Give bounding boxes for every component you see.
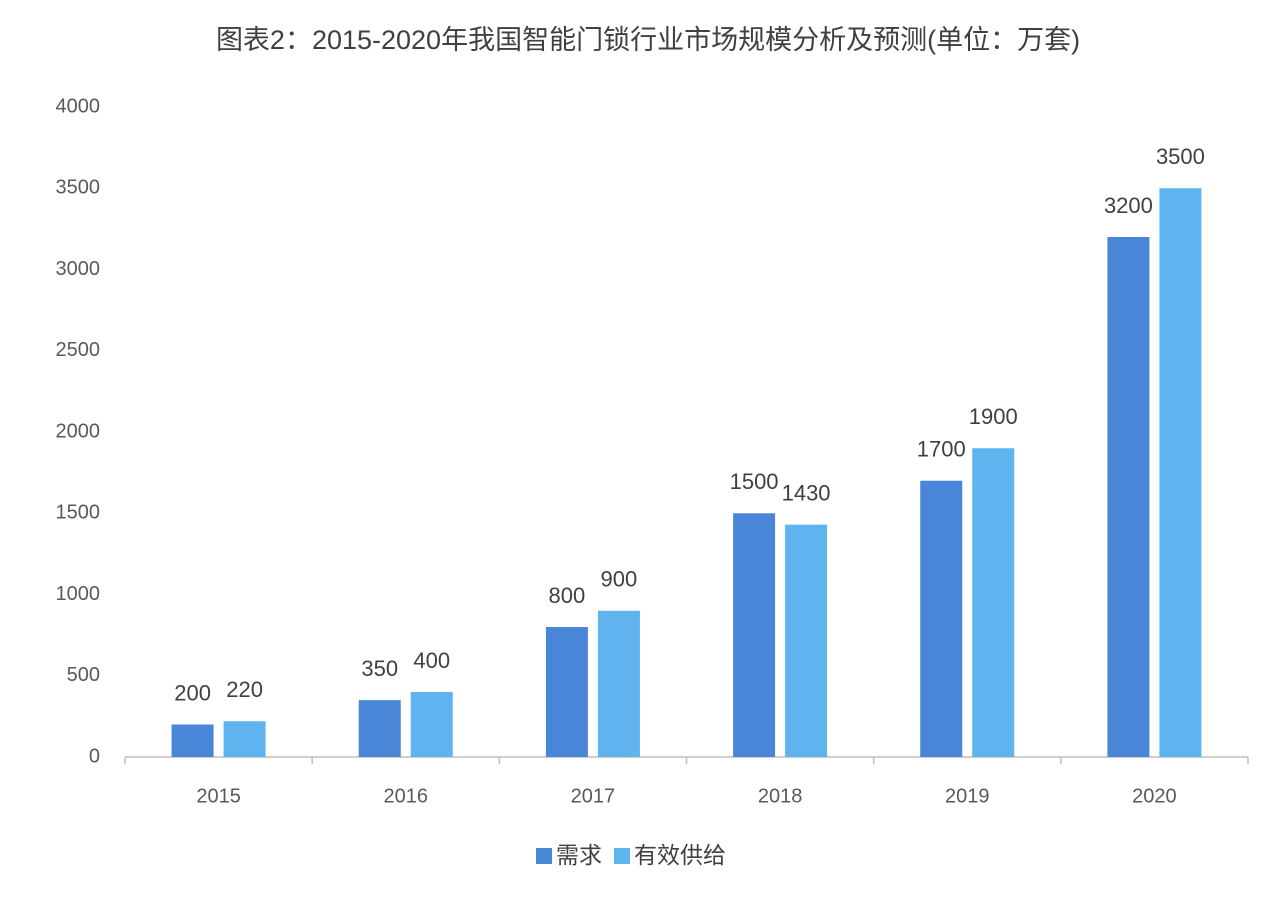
bar: [597, 610, 640, 757]
y-tick-label: 500: [67, 664, 100, 686]
chart-title: 图表2：2015-2020年我国智能门锁行业市场规模分析及预测(单位：万套): [216, 25, 1080, 55]
bar: [1107, 237, 1150, 757]
bar: [358, 700, 401, 757]
data-label: 3500: [1156, 144, 1205, 169]
legend-swatch: [614, 848, 630, 864]
data-label: 350: [361, 656, 398, 681]
bar: [1159, 188, 1202, 757]
bar: [920, 480, 963, 757]
bar: [733, 513, 776, 757]
y-tick-label: 1500: [56, 502, 101, 524]
legend-label: 有效供给: [634, 842, 726, 868]
legend-swatch: [536, 848, 552, 864]
bar: [171, 724, 214, 757]
y-tick-label: 2500: [56, 339, 101, 361]
x-tick-label: 2015: [196, 785, 241, 807]
x-tick-label: 2017: [571, 785, 616, 807]
y-tick-label: 3500: [56, 177, 101, 199]
x-tick-label: 2016: [384, 785, 429, 807]
y-tick-label: 3000: [56, 258, 101, 280]
data-label: 1700: [917, 437, 966, 462]
bar: [545, 627, 588, 757]
bar: [785, 524, 828, 757]
data-label: 200: [174, 680, 211, 705]
data-label: 3200: [1104, 193, 1153, 218]
bar: [972, 448, 1015, 757]
data-label: 1900: [969, 404, 1018, 429]
data-label: 1500: [730, 469, 779, 494]
bar: [410, 692, 453, 757]
data-label: 1430: [782, 480, 831, 505]
y-tick-label: 1000: [56, 583, 101, 605]
legend-label: 需求: [556, 842, 602, 868]
data-label: 400: [413, 648, 450, 673]
y-tick-label: 2000: [56, 420, 101, 442]
bar: [223, 721, 266, 757]
data-label: 220: [226, 677, 263, 702]
y-tick-label: 0: [89, 745, 100, 767]
x-tick-label: 2018: [758, 785, 803, 807]
y-tick-label: 4000: [56, 95, 101, 117]
data-label: 900: [601, 567, 638, 592]
x-tick-label: 2020: [1132, 785, 1177, 807]
data-label: 800: [549, 583, 586, 608]
x-tick-label: 2019: [945, 785, 990, 807]
